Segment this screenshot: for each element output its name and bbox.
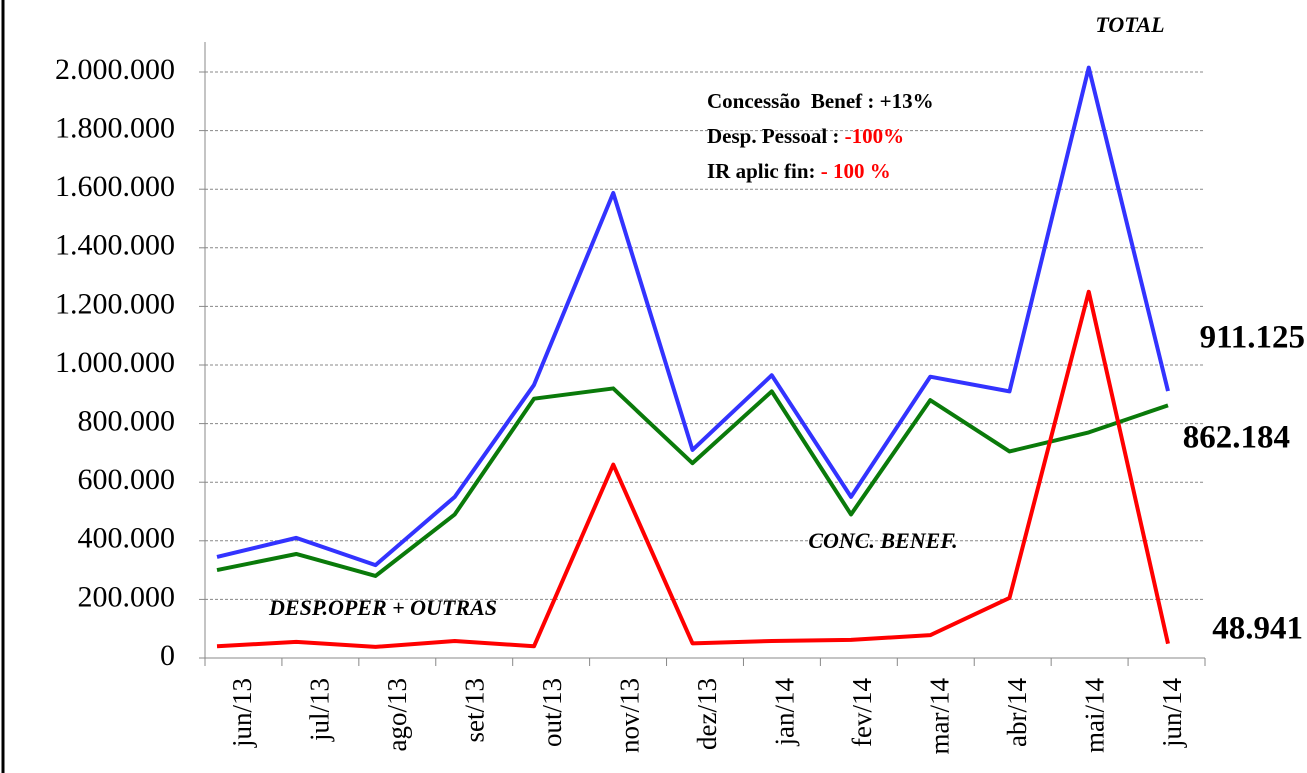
value-label: 48.941: [1212, 611, 1303, 647]
y-tick-label: 200.000: [78, 580, 176, 613]
y-tick-label: 0: [160, 639, 175, 672]
annotation: Concessão Benef : +13%: [707, 89, 934, 113]
y-tick-label: 1.200.000: [55, 287, 175, 320]
series-name: DESP.OPER + OUTRAS: [268, 595, 497, 620]
y-tick-label: 2.000.000: [55, 53, 175, 86]
y-tick-label: 1.600.000: [55, 170, 175, 203]
annotation-part: Desp. Pessoal :: [707, 124, 845, 148]
annotation-part: Concessão Benef : +13%: [707, 89, 934, 113]
y-tick-label: 1.000.000: [55, 346, 175, 379]
x-tick-label: nov/13: [615, 678, 645, 753]
annotation-part: - 100 %: [821, 159, 891, 183]
x-tick-label: jan/14: [770, 678, 800, 747]
x-tick-label: jun/13: [227, 678, 257, 748]
y-tick-label: 1.400.000: [55, 229, 175, 262]
series-line: [216, 289, 1170, 649]
x-tick-label: jul/13: [305, 678, 335, 742]
value-label: 911.125: [1200, 320, 1305, 356]
series-name: CONC. BENEF.: [808, 528, 957, 553]
x-tick-label: fev/14: [847, 678, 877, 747]
x-tick-label: dez/13: [692, 678, 722, 750]
x-tick-label: abr/14: [1002, 678, 1032, 747]
series-line: [216, 65, 1170, 568]
series-name: TOTAL: [1095, 12, 1164, 37]
y-tick-label: 1.800.000: [55, 111, 175, 144]
annotation-part: -100%: [845, 124, 905, 148]
x-tick-label: set/13: [460, 678, 490, 743]
series-line: [216, 386, 1169, 578]
y-tick-label: 400.000: [78, 522, 176, 555]
x-tick-label: jun/14: [1157, 678, 1187, 749]
x-tick-label: ago/13: [382, 678, 412, 752]
x-tick-label: mar/14: [925, 678, 955, 755]
y-tick-label: 800.000: [78, 404, 176, 437]
annotation: IR aplic fin: - 100 %: [707, 159, 891, 183]
annotation-part: IR aplic fin:: [707, 159, 821, 183]
annotation: Desp. Pessoal : -100%: [707, 124, 904, 148]
y-tick-label: 600.000: [78, 463, 176, 496]
value-label: 862.184: [1183, 420, 1290, 456]
x-tick-label: mai/14: [1080, 678, 1110, 753]
x-tick-label: out/13: [537, 678, 567, 747]
